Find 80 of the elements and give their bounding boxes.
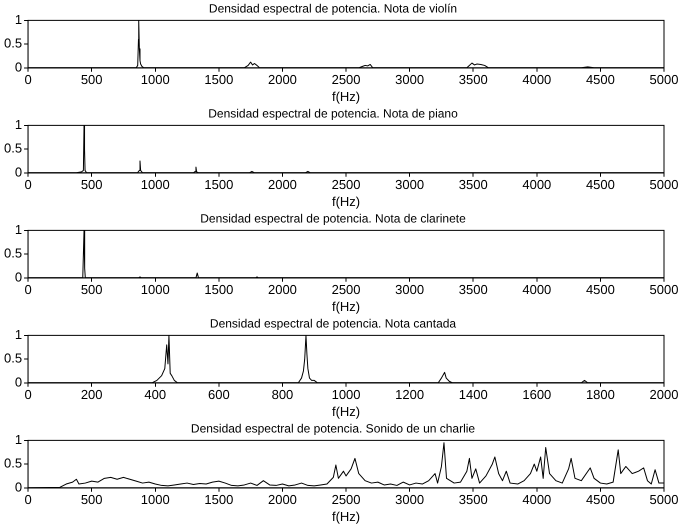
x-tick-label: 5000 [650, 282, 678, 298]
y-tick-label: 0 [14, 479, 22, 494]
x-tick-label: 1500 [204, 492, 234, 508]
x-tick-label: 800 [272, 387, 294, 402]
x-tick-label: 3500 [458, 282, 488, 298]
x-tick-label: 2000 [268, 492, 297, 508]
x-tick-label: 3500 [458, 492, 488, 508]
y-tick-label: 0 [14, 374, 22, 390]
y-tick-label: 1 [14, 222, 22, 237]
x-tick-label: 1500 [204, 72, 234, 88]
x-axis-title: f(Hz) [332, 508, 360, 524]
y-tick-label: 1 [14, 432, 22, 447]
x-tick-label: 2500 [332, 177, 360, 192]
chart-title: Densidad espectral de potencia. Nota de clarinete [200, 212, 466, 226]
x-tick-label: 4000 [522, 492, 552, 508]
x-tick-label: 200 [80, 387, 103, 402]
x-axis-title: f(Hz) [332, 404, 360, 419]
x-tick-label: 500 [80, 177, 103, 192]
x-tick-label: 2000 [268, 282, 297, 298]
x-tick-label: 500 [80, 72, 103, 88]
x-tick-label: 5000 [650, 72, 678, 88]
x-tick-label: 2000 [268, 177, 297, 192]
x-tick-label: 3000 [395, 177, 424, 192]
y-tick-label: 0 [14, 269, 22, 284]
x-tick-label: 1500 [204, 177, 234, 192]
x-tick-label: 1000 [332, 387, 360, 402]
y-tick-label: 0.5 [4, 456, 22, 471]
y-tick-label: 0.5 [4, 246, 22, 261]
x-tick-label: 3000 [395, 492, 424, 508]
y-tick-label: 0 [14, 164, 22, 180]
x-tick-label: 4000 [522, 282, 552, 298]
x-tick-label: 0 [24, 72, 32, 88]
x-tick-label: 3500 [458, 72, 488, 88]
x-axis-title: f(Hz) [332, 298, 360, 314]
y-tick-label: 1 [14, 12, 22, 27]
x-tick-label: 4500 [586, 492, 615, 508]
chart-title: Densidad espectral de potencia. Sonido de un charlie [190, 422, 476, 436]
x-tick-label: 3000 [395, 282, 424, 298]
x-tick-label: 500 [80, 282, 103, 298]
x-tick-label: 2500 [332, 282, 360, 298]
x-axis-title: f(Hz) [332, 194, 360, 209]
x-tick-label: 2000 [650, 387, 678, 402]
x-tick-label: 1500 [204, 282, 234, 298]
chart-title: Densidad espectral de potencia. Nota de violín [208, 2, 458, 16]
x-tick-label: 3000 [395, 72, 424, 88]
x-tick-label: 0 [24, 387, 32, 402]
y-tick-label: 0 [14, 59, 22, 74]
x-tick-label: 4500 [586, 282, 615, 298]
x-tick-label: 1400 [458, 387, 488, 402]
y-tick-label: 0.5 [4, 350, 22, 366]
x-tick-label: 2000 [268, 72, 297, 88]
x-tick-label: 400 [144, 387, 166, 402]
x-tick-label: 1000 [140, 72, 170, 88]
chart-title: Densidad espectral de potencia. Nota cantada [210, 316, 456, 331]
x-tick-label: 1000 [140, 492, 170, 508]
x-tick-label: 600 [208, 387, 230, 402]
y-tick-label: 0.5 [4, 36, 22, 51]
y-tick-label: 0.5 [4, 140, 22, 156]
x-tick-label: 500 [80, 492, 103, 508]
x-tick-label: 4500 [586, 72, 615, 88]
x-tick-label: 2500 [332, 492, 360, 508]
x-tick-label: 4500 [586, 177, 615, 192]
x-tick-label: 1200 [395, 387, 424, 402]
y-tick-label: 1 [14, 326, 22, 342]
x-tick-label: 2500 [332, 72, 360, 88]
x-tick-label: 1800 [586, 387, 615, 402]
x-tick-label: 4000 [522, 72, 552, 88]
x-tick-label: 4000 [522, 177, 552, 192]
x-tick-label: 5000 [650, 177, 678, 192]
x-axis-title: f(Hz) [332, 88, 360, 104]
x-tick-label: 5000 [650, 492, 678, 508]
x-tick-label: 1000 [140, 282, 170, 298]
x-tick-label: 0 [24, 282, 32, 298]
x-tick-label: 1000 [140, 177, 170, 192]
x-tick-label: 0 [24, 177, 32, 192]
x-tick-label: 3500 [458, 177, 488, 192]
x-tick-label: 1600 [522, 387, 552, 402]
y-tick-label: 1 [14, 116, 22, 132]
chart-title: Densidad espectral de potencia. Nota de piano [208, 106, 458, 121]
x-tick-label: 0 [24, 492, 32, 508]
